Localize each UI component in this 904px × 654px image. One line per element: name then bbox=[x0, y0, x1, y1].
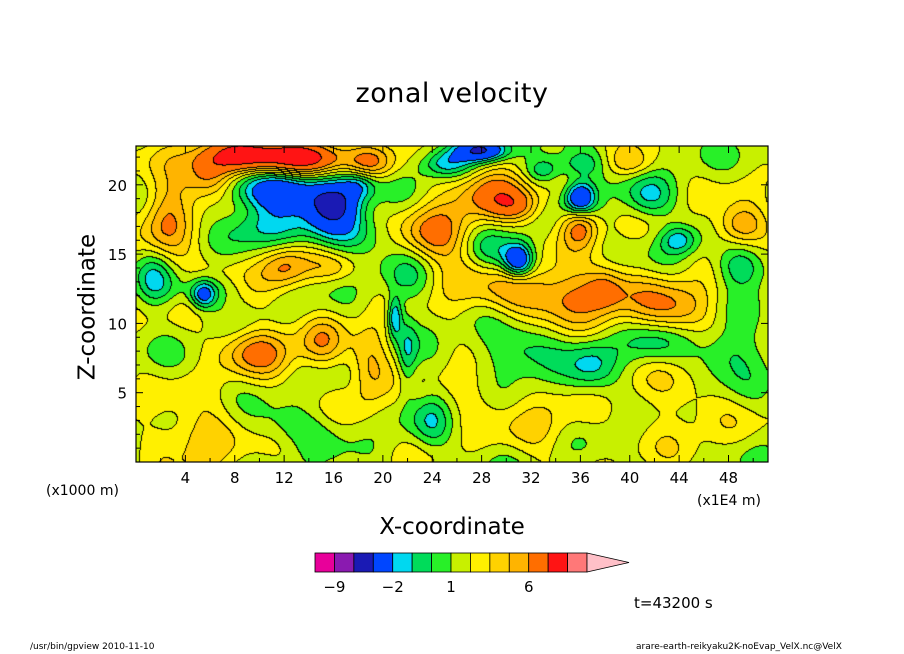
colorbar-segment bbox=[392, 552, 413, 573]
x-tick-label: 28 bbox=[472, 469, 491, 487]
x-tick-label: 8 bbox=[230, 469, 240, 487]
contour-plot-area bbox=[136, 146, 768, 462]
x-tick-label: 36 bbox=[571, 469, 590, 487]
colorbar-segment bbox=[470, 552, 491, 573]
chart-title: zonal velocity bbox=[355, 78, 549, 109]
colorbar-segment bbox=[528, 552, 549, 573]
footer-file-name: arare-earth-reikyaku2K-noEvap_VelX.nc@Ve… bbox=[636, 642, 842, 652]
colorbar-segment bbox=[547, 552, 568, 573]
x-tick-label: 24 bbox=[423, 469, 442, 487]
colorbar-segment bbox=[334, 552, 355, 573]
colorbar: −9 −2 1 6 bbox=[314, 552, 630, 596]
contour-field bbox=[136, 146, 768, 462]
x-tick-label: 48 bbox=[719, 469, 738, 487]
y-tick-label: 5 bbox=[117, 385, 127, 403]
y-tick-label: 15 bbox=[108, 246, 127, 264]
time-stamp: t=43200 s bbox=[634, 594, 713, 612]
colorbar-segment bbox=[450, 552, 471, 573]
colorbar-segment bbox=[314, 552, 335, 573]
footer-program-date: /usr/bin/gpview 2010-11-10 bbox=[30, 642, 155, 652]
colorbar-segment bbox=[372, 552, 394, 573]
x-tick-label: 4 bbox=[181, 469, 191, 487]
colorbar-segment bbox=[567, 552, 588, 573]
y-axis-label: Z-coordinate bbox=[74, 233, 101, 381]
x-tick-label: 32 bbox=[521, 469, 540, 487]
x-tick-label: 20 bbox=[373, 469, 392, 487]
colorbar-label: −2 bbox=[382, 578, 404, 596]
x-tick-label: 40 bbox=[620, 469, 639, 487]
colorbar-label: 1 bbox=[446, 578, 456, 596]
x-tick-label: 44 bbox=[670, 469, 689, 487]
y-unit-label: (x1E4 m) bbox=[697, 493, 761, 509]
y-tick-label: 10 bbox=[108, 315, 127, 333]
x-unit-label: (x1000 m) bbox=[46, 483, 119, 499]
colorbar-segment bbox=[411, 552, 432, 573]
colorbar-segment bbox=[353, 552, 374, 573]
x-tick-label: 12 bbox=[275, 469, 294, 487]
y-tick-label: 20 bbox=[108, 177, 127, 195]
colorbar-segment bbox=[508, 552, 530, 573]
x-tick-label: 16 bbox=[324, 469, 343, 487]
colorbar-label: 6 bbox=[524, 578, 534, 596]
x-axis-label: X-coordinate bbox=[379, 514, 525, 540]
colorbar-segment bbox=[431, 552, 452, 573]
plot-frame bbox=[135, 145, 769, 463]
colorbar-extend-arrow bbox=[586, 552, 630, 573]
colorbar-label: −9 bbox=[323, 578, 345, 596]
colorbar-segment bbox=[489, 552, 510, 573]
